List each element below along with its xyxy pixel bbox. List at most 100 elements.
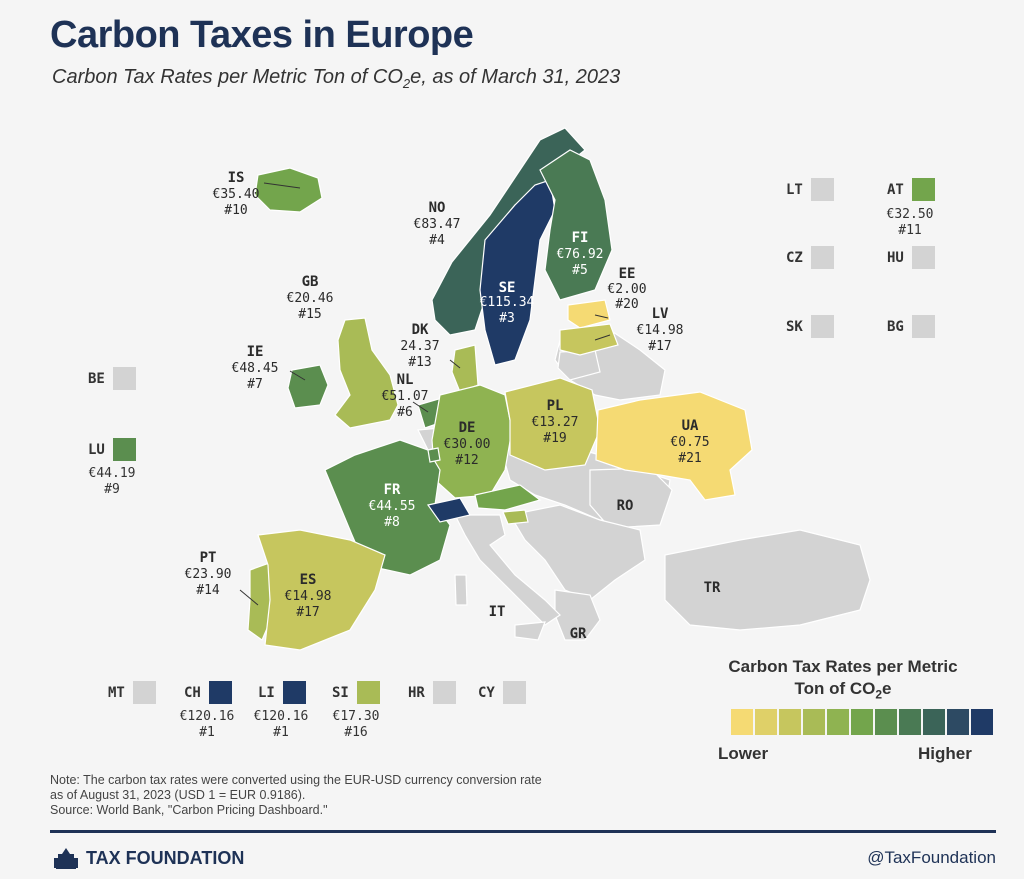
country-CH bbox=[426, 497, 471, 523]
label-EE-code: EE bbox=[619, 266, 636, 282]
country-SI bbox=[502, 509, 529, 525]
label-ES-code: ES bbox=[300, 572, 317, 588]
label-PL-rank: #19 bbox=[543, 431, 566, 446]
label-NO-rank: #4 bbox=[429, 233, 445, 248]
label-FI-code: FI bbox=[572, 230, 589, 246]
swatch-HR bbox=[432, 681, 456, 704]
legend-swatch-8 bbox=[923, 709, 945, 735]
country-PL bbox=[504, 377, 601, 471]
country-FI bbox=[539, 149, 613, 301]
small-LT: LT bbox=[786, 178, 834, 201]
small-SI: SI bbox=[332, 681, 380, 704]
small-CH: CH bbox=[184, 681, 232, 704]
label-DE-rate: €30.00 bbox=[444, 437, 491, 452]
swatch-LI bbox=[282, 681, 306, 704]
label-SE-rank: #3 bbox=[499, 311, 515, 326]
label-LV-code: LV bbox=[652, 306, 669, 322]
country-UA bbox=[595, 391, 753, 501]
swatch-CZ bbox=[810, 246, 834, 269]
small-LU-values: €44.19 #9 bbox=[88, 466, 136, 497]
small-CZ: CZ bbox=[786, 246, 834, 269]
label-IS-rate: €35.40 bbox=[213, 187, 260, 202]
small-CH-values: €120.16 #1 bbox=[179, 709, 235, 740]
legend-color-scale bbox=[731, 709, 995, 735]
label-PT-rank: #14 bbox=[196, 583, 220, 598]
country-FR bbox=[324, 439, 451, 576]
label-LV-rate: €14.98 bbox=[637, 323, 684, 338]
footer-rule bbox=[50, 830, 996, 833]
label-DK-rank: #13 bbox=[408, 355, 431, 370]
label-PL-code: PL bbox=[547, 398, 564, 414]
small-SK: SK bbox=[786, 315, 834, 338]
label-SE-code: SE bbox=[499, 280, 516, 296]
small-AT-values: €32.50 #11 bbox=[886, 207, 934, 238]
label-NO-code: NO bbox=[429, 200, 446, 216]
legend-swatch-9 bbox=[947, 709, 969, 735]
map-labels: IS €35.40 #10 NO €83.47 #4 SE €115.34 #3… bbox=[185, 170, 721, 642]
country-SE bbox=[479, 179, 556, 366]
label-GB-rank: #15 bbox=[298, 307, 321, 322]
footnote: Note: The carbon tax rates were converte… bbox=[50, 773, 542, 817]
label-NL-rate: €51.07 bbox=[382, 389, 429, 404]
label-UA-rate: €0.75 bbox=[670, 435, 709, 450]
country-GB bbox=[334, 317, 399, 429]
label-EE-rank: #20 bbox=[615, 297, 638, 312]
swatch-SI bbox=[356, 681, 380, 704]
small-LI-values: €120.16 #1 bbox=[253, 709, 309, 740]
legend-swatch-6 bbox=[875, 709, 897, 735]
no-tax-land bbox=[417, 329, 871, 641]
swatch-LU bbox=[112, 438, 136, 461]
label-ES-rank: #17 bbox=[296, 605, 319, 620]
legend-title: Carbon Tax Rates per Metric Ton of CO2e bbox=[728, 657, 958, 702]
social-handle[interactable]: @TaxFoundation bbox=[867, 848, 996, 867]
legend-swatch-2 bbox=[779, 709, 801, 735]
small-HR: HR bbox=[408, 681, 456, 704]
legend-swatch-3 bbox=[803, 709, 825, 735]
country-AT bbox=[474, 484, 542, 511]
country-EE bbox=[567, 299, 611, 329]
swatch-BG bbox=[911, 315, 935, 338]
label-NL-rank: #6 bbox=[397, 405, 413, 420]
legend-swatch-1 bbox=[755, 709, 777, 735]
label-PL-rate: €13.27 bbox=[532, 415, 579, 430]
small-SI-values: €17.30 #16 bbox=[332, 709, 380, 740]
label-GB-code: GB bbox=[302, 274, 319, 290]
label-PT-code: PT bbox=[200, 550, 217, 566]
country-LV bbox=[559, 323, 619, 356]
label-IE-rate: €48.45 bbox=[232, 361, 279, 376]
label-FI-rate: €76.92 bbox=[557, 247, 604, 262]
small-BE: BE bbox=[88, 367, 136, 390]
country-IS bbox=[254, 167, 323, 213]
label-TR: TR bbox=[704, 580, 721, 596]
swatch-BE bbox=[112, 367, 136, 390]
swatch-CH bbox=[208, 681, 232, 704]
label-EE-rate: €2.00 bbox=[607, 282, 646, 297]
legend-low-label: Lower bbox=[718, 744, 769, 763]
small-MT: MT bbox=[108, 681, 156, 704]
label-DE-code: DE bbox=[459, 420, 476, 436]
small-LI: LI bbox=[258, 681, 306, 704]
legend-swatch-7 bbox=[899, 709, 921, 735]
small-HU: HU bbox=[887, 246, 935, 269]
capitol-icon bbox=[54, 848, 78, 869]
label-GB-rate: €20.46 bbox=[287, 291, 334, 306]
legend-swatch-4 bbox=[827, 709, 849, 735]
label-IT: IT bbox=[489, 604, 506, 620]
small-CY: CY bbox=[478, 681, 526, 704]
leader-lines bbox=[239, 182, 611, 606]
country-IE bbox=[287, 364, 329, 409]
country-ES bbox=[257, 529, 386, 651]
label-IS-rank: #10 bbox=[224, 203, 247, 218]
label-LV-rank: #17 bbox=[648, 339, 671, 354]
swatch-AT bbox=[911, 178, 935, 201]
swatch-CY bbox=[502, 681, 526, 704]
label-NO-rate: €83.47 bbox=[414, 217, 461, 232]
label-FR-code: FR bbox=[384, 482, 401, 498]
label-NL-code: NL bbox=[397, 372, 414, 388]
country-LU bbox=[427, 447, 441, 463]
label-SE-rate: €115.34 bbox=[480, 295, 535, 310]
swatch-SK bbox=[810, 315, 834, 338]
label-ES-rate: €14.98 bbox=[285, 589, 332, 604]
small-BG: BG bbox=[887, 315, 935, 338]
